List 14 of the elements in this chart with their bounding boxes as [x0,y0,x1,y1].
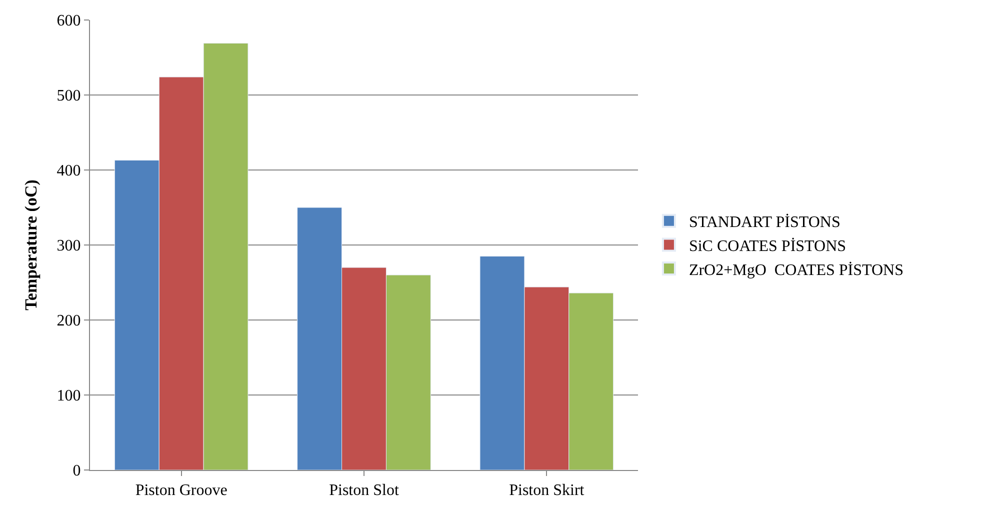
x-tick-label: Piston Skirt [509,482,585,500]
x-tick-label: Piston Groove [135,482,228,500]
y-tick-label: 400 [56,162,81,180]
y-axis-title: Temperature (oC) [21,180,40,310]
y-tick-label: 600 [56,12,81,30]
x-tick-label: Piston Slot [329,482,400,500]
y-tick-label: 0 [72,462,81,480]
legend-label: SiC COATES PİSTONS [688,236,846,255]
y-tick-label: 300 [56,238,81,255]
legend-label: ZrO2+MgO COATES PİSTONS [688,260,904,279]
y-tick-label: 200 [56,312,81,330]
y-tick-label: 500 [56,88,81,105]
legend-label: STANDART PİSTONS [688,213,840,232]
y-tick-label: 100 [56,388,81,405]
